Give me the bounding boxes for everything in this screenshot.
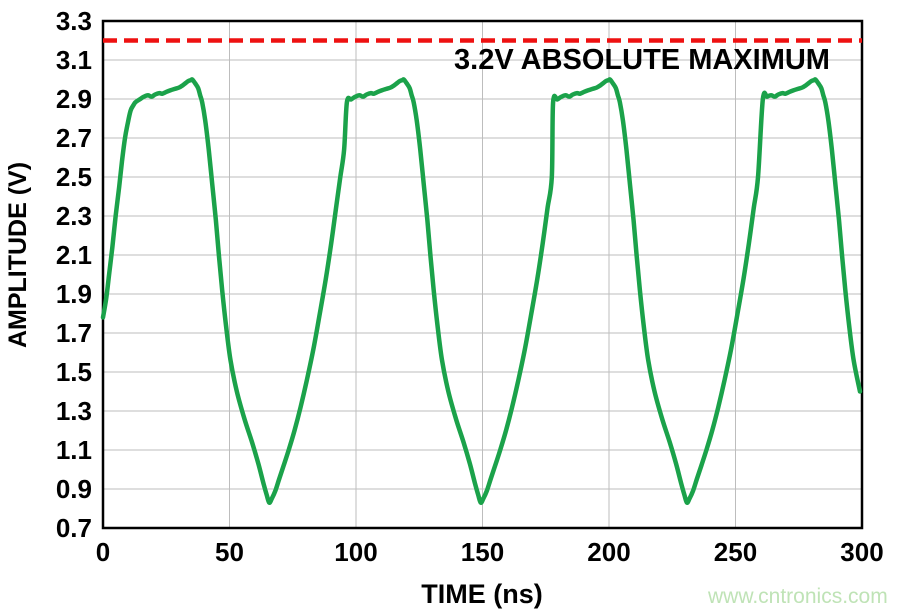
svg-text:1.3: 1.3 — [56, 396, 92, 426]
svg-text:200: 200 — [587, 537, 630, 567]
svg-text:0.9: 0.9 — [56, 474, 92, 504]
svg-text:2.1: 2.1 — [56, 240, 92, 270]
svg-text:www.cntronics.com: www.cntronics.com — [707, 585, 888, 608]
svg-text:50: 50 — [215, 537, 244, 567]
svg-text:1.7: 1.7 — [56, 318, 92, 348]
svg-text:2.7: 2.7 — [56, 123, 92, 153]
svg-text:2.5: 2.5 — [56, 162, 92, 192]
svg-text:100: 100 — [334, 537, 377, 567]
svg-text:1.1: 1.1 — [56, 435, 92, 465]
svg-text:3.1: 3.1 — [56, 45, 92, 75]
svg-text:3.2V ABSOLUTE MAXIMUM: 3.2V ABSOLUTE MAXIMUM — [454, 44, 830, 76]
svg-text:AMPLITUDE (V): AMPLITUDE (V) — [4, 162, 32, 348]
svg-text:0.7: 0.7 — [56, 513, 92, 543]
svg-text:250: 250 — [714, 537, 757, 567]
svg-text:300: 300 — [840, 537, 883, 567]
svg-text:0: 0 — [96, 537, 110, 567]
svg-text:1.9: 1.9 — [56, 279, 92, 309]
svg-text:1.5: 1.5 — [56, 357, 92, 387]
svg-text:2.3: 2.3 — [56, 201, 92, 231]
svg-text:TIME (ns): TIME (ns) — [421, 579, 543, 609]
svg-text:3.3: 3.3 — [56, 6, 92, 36]
svg-text:150: 150 — [461, 537, 504, 567]
svg-text:2.9: 2.9 — [56, 84, 92, 114]
